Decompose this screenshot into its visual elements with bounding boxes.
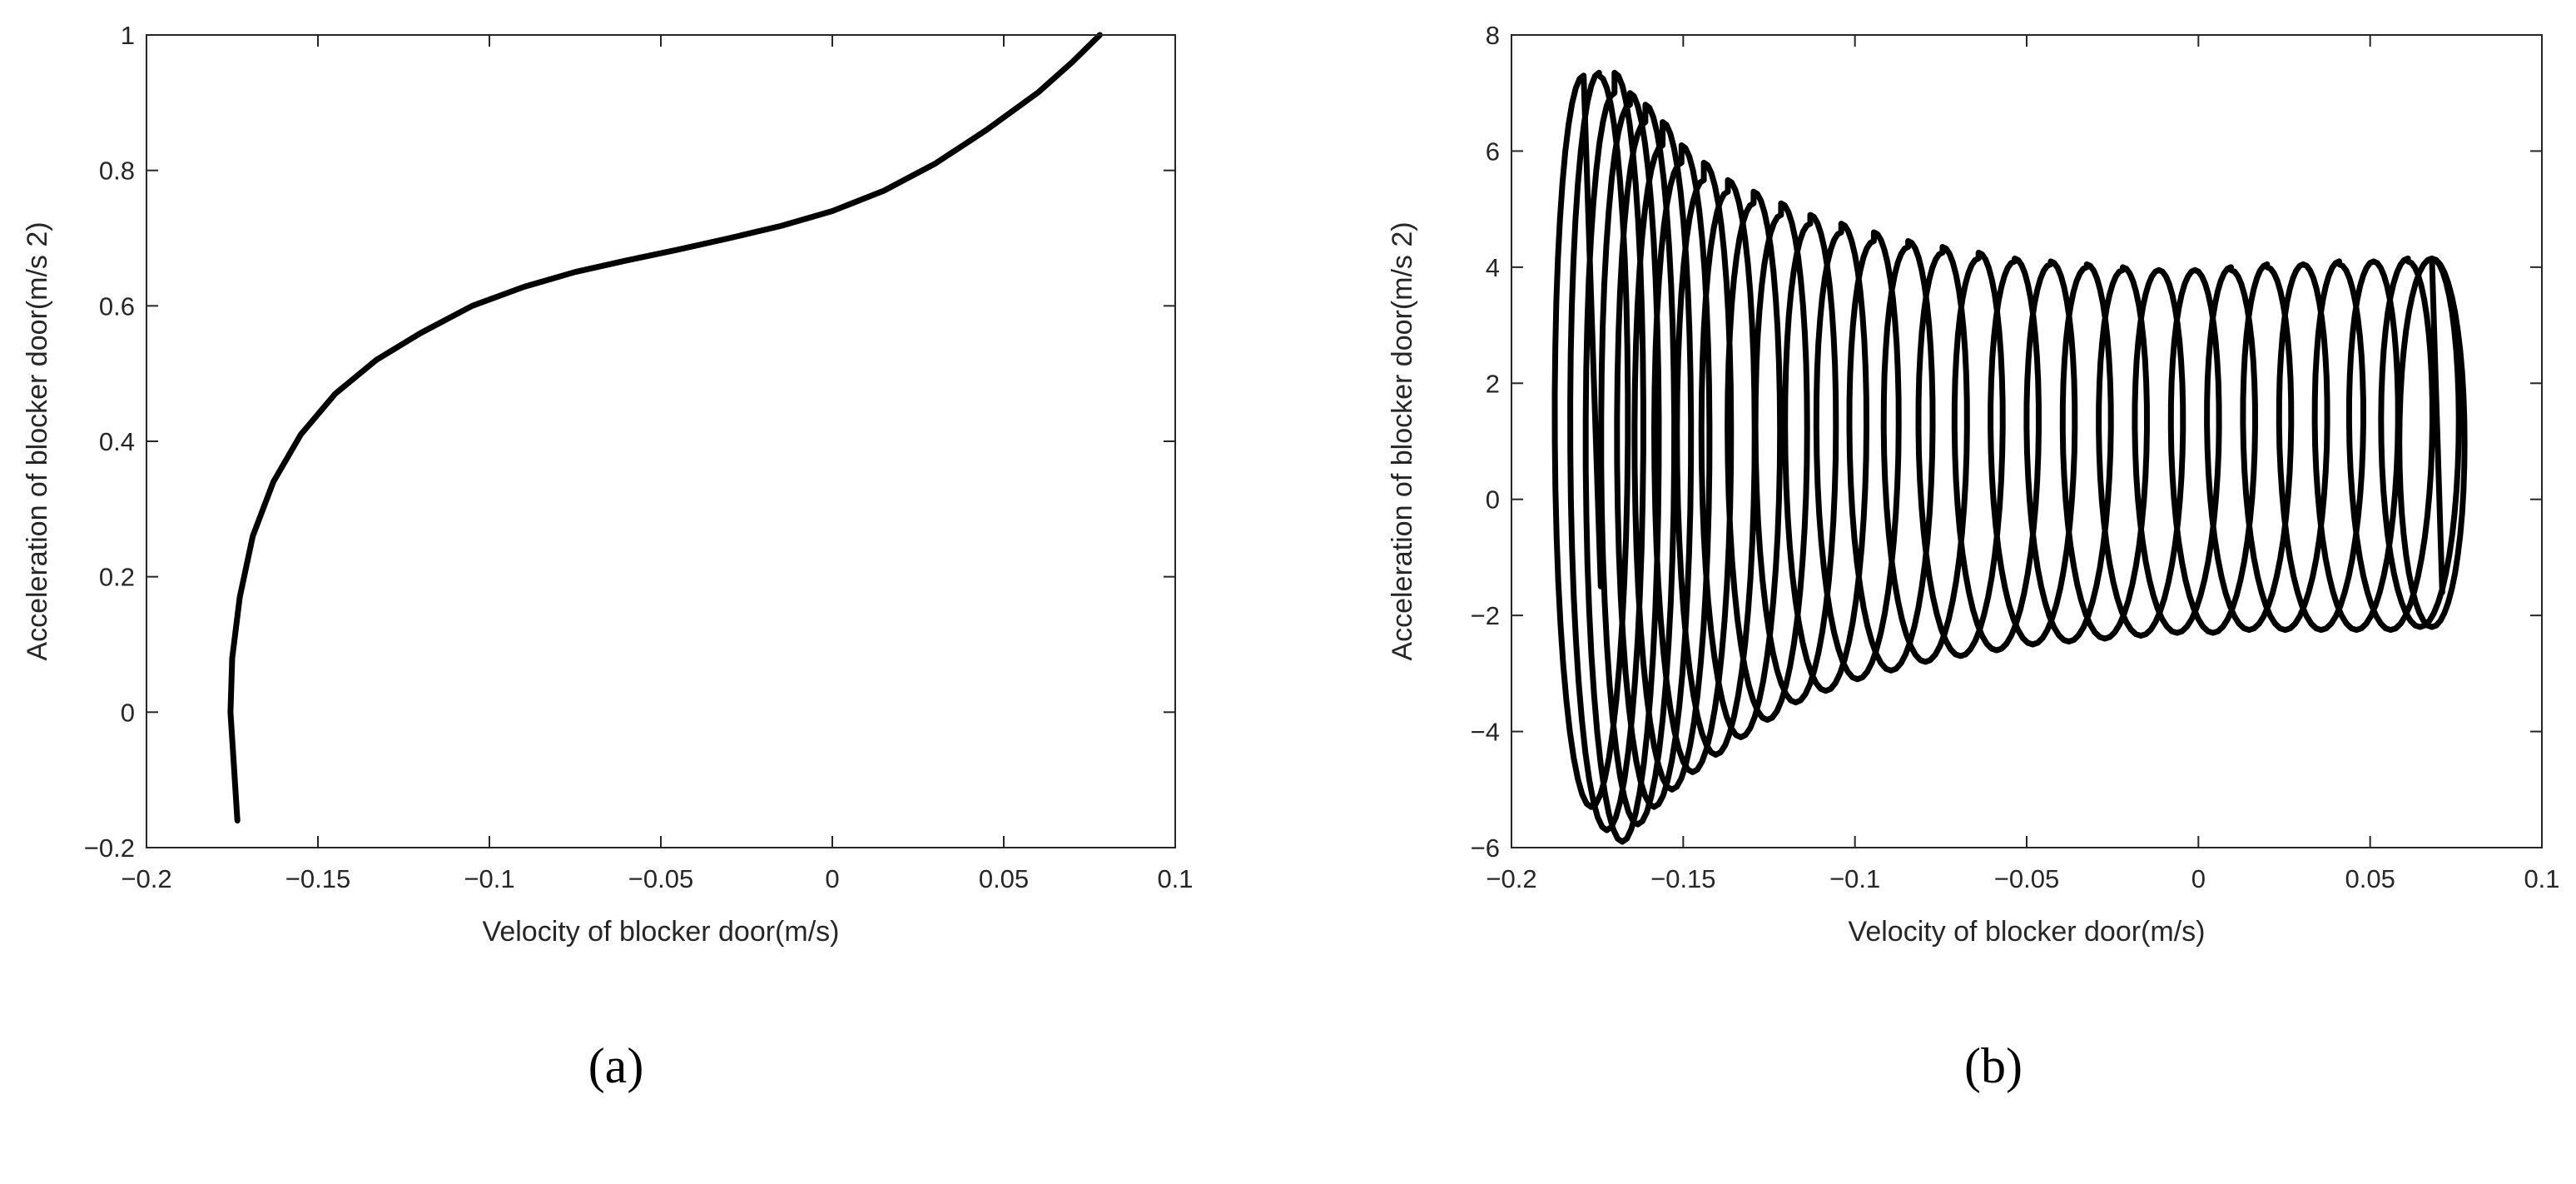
x-tick-label: −0.2 [1486, 864, 1536, 893]
y-tick-label: 8 [1486, 21, 1500, 50]
panel-a-y-ticks: −0.2 0 0.2 0.4 0.6 0.8 1 [84, 21, 1175, 863]
panel-a-plot [227, 32, 1103, 823]
panel-b-plot [1551, 69, 2468, 845]
x-tick-label: −0.1 [1829, 864, 1880, 893]
y-tick-label: 2 [1486, 369, 1500, 398]
x-tick-label: −0.15 [285, 864, 350, 893]
panel-b: −0.2 −0.15 −0.1 −0.05 0 0.05 0.1 −6 −4 −2 0 2 4 6 8 V… [1387, 21, 2560, 1093]
x-tick-label: 0.1 [1157, 864, 1193, 893]
y-tick-label: 6 [1486, 137, 1500, 166]
y-tick-label: −2 [1471, 601, 1500, 630]
panel-b-y-ticks: −6 −4 −2 0 2 4 6 8 [1471, 21, 2542, 863]
panel-a: −0.2 −0.15 −0.1 −0.05 0 0.05 0.1 −0.2 0 0.2 0.4 0.… [22, 21, 1194, 1093]
panel-b-x-axis-label: Velocity of blocker door(m/s) [1849, 916, 2206, 948]
panel-b-x-ticks: −0.2 −0.15 −0.1 −0.05 0 0.05 0.1 [1486, 35, 2560, 893]
y-tick-label: −0.2 [84, 833, 135, 863]
y-tick-label: 0.8 [99, 157, 135, 186]
y-tick-label: 0.6 [99, 291, 135, 321]
y-tick-label: 4 [1486, 253, 1500, 282]
panel-b-label: (b) [1964, 1038, 2023, 1093]
panel-a-axes-box [146, 34, 1176, 848]
x-tick-label: −0.1 [464, 864, 514, 893]
panel-a-x-axis-label: Velocity of blocker door(m/s) [483, 916, 840, 948]
y-tick-label: −6 [1471, 833, 1500, 863]
panel-a-x-ticks: −0.2 −0.15 −0.1 −0.05 0 0.05 0.1 [121, 35, 1194, 893]
x-tick-label: 0 [2191, 864, 2206, 893]
x-tick-label: 0.05 [979, 864, 1029, 893]
x-tick-label: 0.1 [2524, 864, 2559, 893]
panel-a-series-line [227, 32, 1103, 823]
x-tick-label: −0.05 [628, 864, 693, 893]
x-tick-label: −0.15 [1650, 864, 1715, 893]
x-tick-label: −0.2 [121, 864, 171, 893]
panel-b-series-line [1551, 69, 2468, 845]
y-tick-label: 1 [121, 21, 135, 50]
panel-a-y-axis-label: Acceleration of blocker door(m/s 2) [22, 221, 53, 660]
x-tick-label: 0 [825, 864, 839, 893]
panel-b-y-axis-label: Acceleration of blocker door(m/s 2) [1387, 221, 1418, 660]
y-tick-label: 0 [121, 698, 135, 727]
panel-a-label: (a) [588, 1038, 644, 1093]
y-tick-label: 0.4 [99, 427, 135, 456]
x-tick-label: 0.05 [2345, 864, 2395, 893]
x-tick-label: −0.05 [1994, 864, 2059, 893]
y-tick-label: 0 [1486, 485, 1500, 515]
y-tick-label: 0.2 [99, 563, 135, 592]
y-tick-label: −4 [1471, 718, 1500, 747]
